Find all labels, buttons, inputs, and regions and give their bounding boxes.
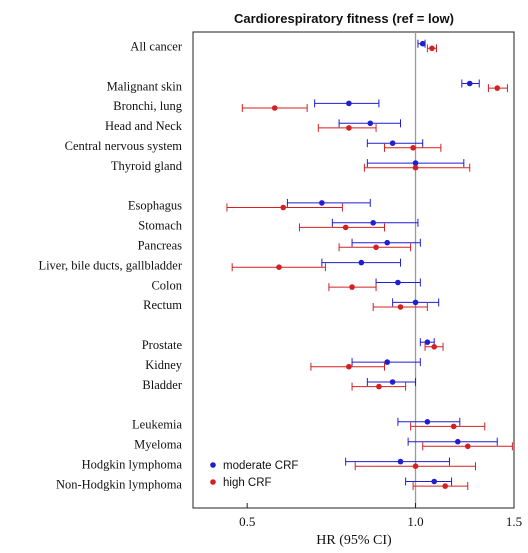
row-label: Esophagus (128, 199, 182, 213)
row-label: Rectum (143, 298, 182, 312)
moderate-point (466, 80, 473, 87)
row-label: Pancreas (138, 239, 183, 253)
moderate-point (389, 379, 396, 385)
high-point (346, 363, 352, 370)
moderate-point (424, 419, 431, 425)
x-tick-label: 1.0 (407, 514, 423, 529)
chart-title: Cardiorespiratory fitness (ref = low) (234, 11, 454, 26)
moderate-point (397, 458, 404, 465)
row-label: Colon (151, 278, 182, 292)
row-label: Liver, bile ducts, gallbladder (38, 258, 182, 272)
high-point (276, 264, 282, 271)
row-label: Stomach (138, 219, 182, 233)
row-label: Leukemia (132, 418, 182, 432)
moderate-point (395, 279, 401, 286)
row-label: Central nervous system (65, 139, 183, 153)
moderate-point (419, 40, 426, 47)
high-point (280, 204, 287, 211)
high-point (494, 85, 501, 91)
row-label: Bronchi, lung (113, 99, 182, 113)
high-point (373, 244, 379, 251)
high-point (450, 423, 457, 430)
high-point (429, 45, 435, 52)
moderate-point (319, 200, 325, 206)
moderate-point (412, 160, 419, 166)
high-point (431, 344, 438, 350)
row-label: Hodgkin lymphoma (82, 457, 183, 471)
row-label: Bladder (142, 378, 182, 392)
moderate-point (412, 299, 419, 306)
high-point (342, 224, 349, 231)
row-label: Myeloma (134, 438, 182, 452)
high-point (410, 145, 416, 151)
legend-marker-high (210, 479, 216, 485)
x-tick-label: 1.5 (506, 514, 522, 529)
moderate-point (454, 438, 461, 445)
row-label: Prostate (142, 338, 183, 352)
x-tick-label: 0.5 (239, 514, 255, 529)
row-label: Thyroid gland (111, 159, 183, 173)
plot-frame (192, 31, 515, 509)
high-point (271, 105, 278, 111)
high-point (376, 383, 382, 390)
legend-label-moderate: moderate CRF (223, 460, 298, 472)
high-point (412, 164, 419, 171)
legend: moderate CRF high CRF (210, 460, 298, 489)
high-point (464, 443, 471, 450)
high-point (442, 483, 449, 489)
moderate-point (431, 478, 438, 485)
legend-marker-moderate (210, 462, 216, 468)
moderate-point (346, 100, 352, 107)
row-label: Non-Hodgkin lymphoma (56, 477, 182, 491)
high-point (397, 304, 404, 310)
row-label: All cancer (130, 40, 183, 54)
moderate-point (384, 359, 391, 365)
high-point (412, 463, 419, 470)
moderate-point (389, 140, 396, 146)
high-point (346, 125, 352, 131)
moderate-point (424, 339, 431, 346)
moderate-point (370, 220, 376, 226)
x-axis-title: HR (95% CI) (316, 533, 392, 548)
legend-label-high: high CRF (223, 477, 272, 489)
row-label: Head and Neck (105, 119, 183, 133)
moderate-point (358, 259, 365, 266)
moderate-point (384, 239, 391, 246)
high-point (349, 284, 355, 290)
moderate-point (367, 120, 374, 127)
row-label: Malignant skin (107, 79, 183, 93)
row-label: Kidney (145, 358, 183, 372)
